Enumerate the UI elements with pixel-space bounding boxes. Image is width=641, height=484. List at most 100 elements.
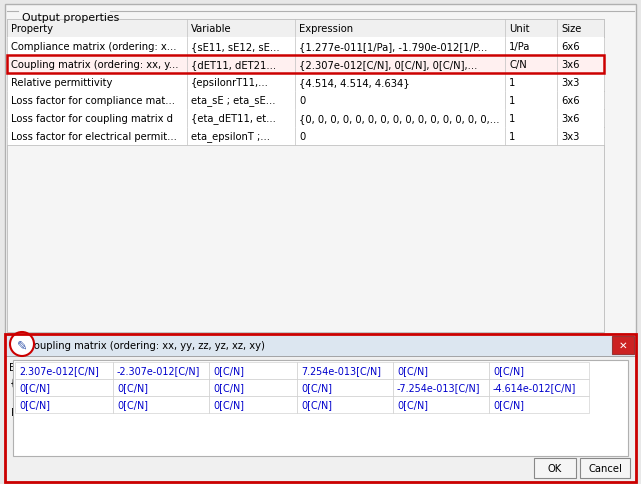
- Text: Physical quantity: Physical quantity: [11, 408, 97, 418]
- Text: Loss factor for electrical permit...: Loss factor for electrical permit...: [11, 132, 177, 142]
- Text: 1: 1: [509, 78, 515, 88]
- Text: Coupling matrix (ordering: xx, y...: Coupling matrix (ordering: xx, y...: [11, 60, 178, 70]
- Text: 3x3: 3x3: [561, 78, 579, 88]
- Text: 0[C/N]: 0[C/N]: [19, 400, 50, 409]
- Text: Property: Property: [11, 24, 53, 34]
- Text: Variable: Variable: [311, 408, 352, 418]
- Text: {2.307e-012[C/N], 0[C/N], 0[C/N],...: {2.307e-012[C/N], 0[C/N], 0[C/N],...: [299, 60, 478, 70]
- Text: 0: 0: [299, 132, 305, 142]
- Text: 0: 0: [299, 96, 305, 106]
- Text: Loss factor for compliance mat...: Loss factor for compliance mat...: [11, 96, 175, 106]
- Text: Expression: Expression: [299, 24, 353, 34]
- Text: {dET11, dET21...: {dET11, dET21...: [191, 60, 276, 70]
- Text: 0[C/N]: 0[C/N]: [213, 400, 244, 409]
- Text: {0, 0, 0, 0, 0, 0, 0, 0, 0, 0, 0, 0, 0, 0, 0,...: {0, 0, 0, 0, 0, 0, 0, 0, 0, 0, 0, 0, 0, …: [299, 114, 499, 124]
- Text: Cancel: Cancel: [588, 463, 622, 473]
- Text: 1: 1: [509, 96, 515, 106]
- Text: Expression:: Expression:: [9, 362, 67, 372]
- Text: 1: 1: [509, 114, 515, 124]
- Bar: [7, 404, 634, 421]
- Bar: [580, 458, 630, 478]
- Bar: [209, 362, 297, 379]
- Text: OK: OK: [548, 463, 562, 473]
- Bar: [7, 56, 604, 74]
- Bar: [7, 38, 604, 56]
- Bar: [7, 110, 604, 128]
- Bar: [297, 396, 393, 413]
- Text: Compliance matrix (ordering: x...: Compliance matrix (ordering: x...: [11, 42, 176, 52]
- Bar: [7, 20, 604, 38]
- Bar: [534, 458, 576, 478]
- Text: Coupling matrix (ordering: xx, yy, zz, yz, xz, xy): Coupling matrix (ordering: xx, yy, zz, y…: [27, 340, 265, 350]
- Text: 0[C/N]: 0[C/N]: [301, 383, 332, 393]
- Bar: [5, 334, 636, 482]
- Text: 3x6: 3x6: [561, 114, 579, 124]
- Text: 0[C/N]: 0[C/N]: [397, 366, 428, 376]
- Bar: [489, 396, 589, 413]
- Text: 6x6: 6x6: [561, 42, 579, 52]
- Bar: [7, 128, 604, 146]
- Bar: [393, 396, 489, 413]
- Text: {4.514, 4.514, 4.634}: {4.514, 4.514, 4.634}: [299, 78, 410, 88]
- Text: 6x6: 6x6: [561, 96, 579, 106]
- Text: 0[C/N]: 0[C/N]: [397, 400, 428, 409]
- Text: 1/Pa: 1/Pa: [509, 42, 530, 52]
- Text: 0[C/N]: 0[C/N]: [493, 366, 524, 376]
- Text: Loss factor for coupling matrix d: Loss factor for coupling matrix d: [11, 114, 173, 124]
- Bar: [5, 334, 636, 482]
- Text: Output properties: Output properties: [22, 13, 119, 23]
- Text: {sE11, sE12, sE...: {sE11, sE12, sE...: [191, 42, 279, 52]
- Text: 0[C/N]: 0[C/N]: [117, 383, 148, 393]
- Text: {1.277e-011[1/Pa], -1.790e-012[1/P...: {1.277e-011[1/Pa], -1.790e-012[1/P...: [299, 42, 487, 52]
- Text: Unit: Unit: [509, 24, 529, 34]
- Text: Variable: Variable: [191, 24, 231, 34]
- Text: ✕: ✕: [619, 340, 628, 350]
- Text: C/N: C/N: [509, 60, 527, 70]
- Text: 0[C/N]: 0[C/N]: [213, 366, 244, 376]
- Bar: [113, 396, 209, 413]
- Text: -4.614e-012[C/N]: -4.614e-012[C/N]: [493, 383, 576, 393]
- Bar: [297, 362, 393, 379]
- Bar: [7, 74, 604, 92]
- Bar: [489, 362, 589, 379]
- Bar: [5, 334, 636, 356]
- Text: 0[C/N]: 0[C/N]: [493, 400, 524, 409]
- Bar: [7, 146, 604, 333]
- Bar: [113, 379, 209, 396]
- Text: 1: 1: [509, 132, 515, 142]
- Text: eta_sE ; eta_sE...: eta_sE ; eta_sE...: [191, 95, 276, 106]
- Text: ✎: ✎: [17, 339, 28, 352]
- Text: Relative permittivity: Relative permittivity: [11, 78, 112, 88]
- Text: Model inputs: Model inputs: [22, 394, 92, 404]
- Bar: [15, 379, 113, 396]
- Bar: [113, 362, 209, 379]
- Bar: [15, 362, 113, 379]
- Text: 0[C/N]: 0[C/N]: [301, 400, 332, 409]
- Bar: [7, 92, 604, 110]
- Bar: [13, 360, 628, 456]
- Text: 0[C/N]: 0[C/N]: [117, 400, 148, 409]
- Bar: [489, 379, 589, 396]
- Bar: [5, 5, 636, 334]
- Text: 0[C/N]: 0[C/N]: [19, 383, 50, 393]
- Bar: [393, 362, 489, 379]
- Bar: [15, 396, 113, 413]
- Text: Size: Size: [561, 24, 581, 34]
- Text: 7.254e-013[C/N]: 7.254e-013[C/N]: [301, 366, 381, 376]
- Text: {epsilonrT11,...: {epsilonrT11,...: [191, 78, 269, 88]
- Text: 3x3: 3x3: [561, 132, 579, 142]
- Text: 2.307e-012[C/N]: 2.307e-012[C/N]: [19, 366, 99, 376]
- Text: -7.254e-013[C/N]: -7.254e-013[C/N]: [397, 383, 481, 393]
- Bar: [209, 379, 297, 396]
- Bar: [393, 379, 489, 396]
- Text: 3x6: 3x6: [561, 60, 579, 70]
- Text: 0[C/N]: 0[C/N]: [213, 383, 244, 393]
- Text: ▣: ▣: [13, 341, 24, 351]
- Circle shape: [10, 333, 34, 356]
- Bar: [209, 396, 297, 413]
- Text: {eta_dET11, et...: {eta_dET11, et...: [191, 113, 276, 124]
- Text: eta_epsilonT ;...: eta_epsilonT ;...: [191, 131, 270, 142]
- Bar: [297, 379, 393, 396]
- Bar: [7, 56, 604, 74]
- Bar: [612, 336, 634, 354]
